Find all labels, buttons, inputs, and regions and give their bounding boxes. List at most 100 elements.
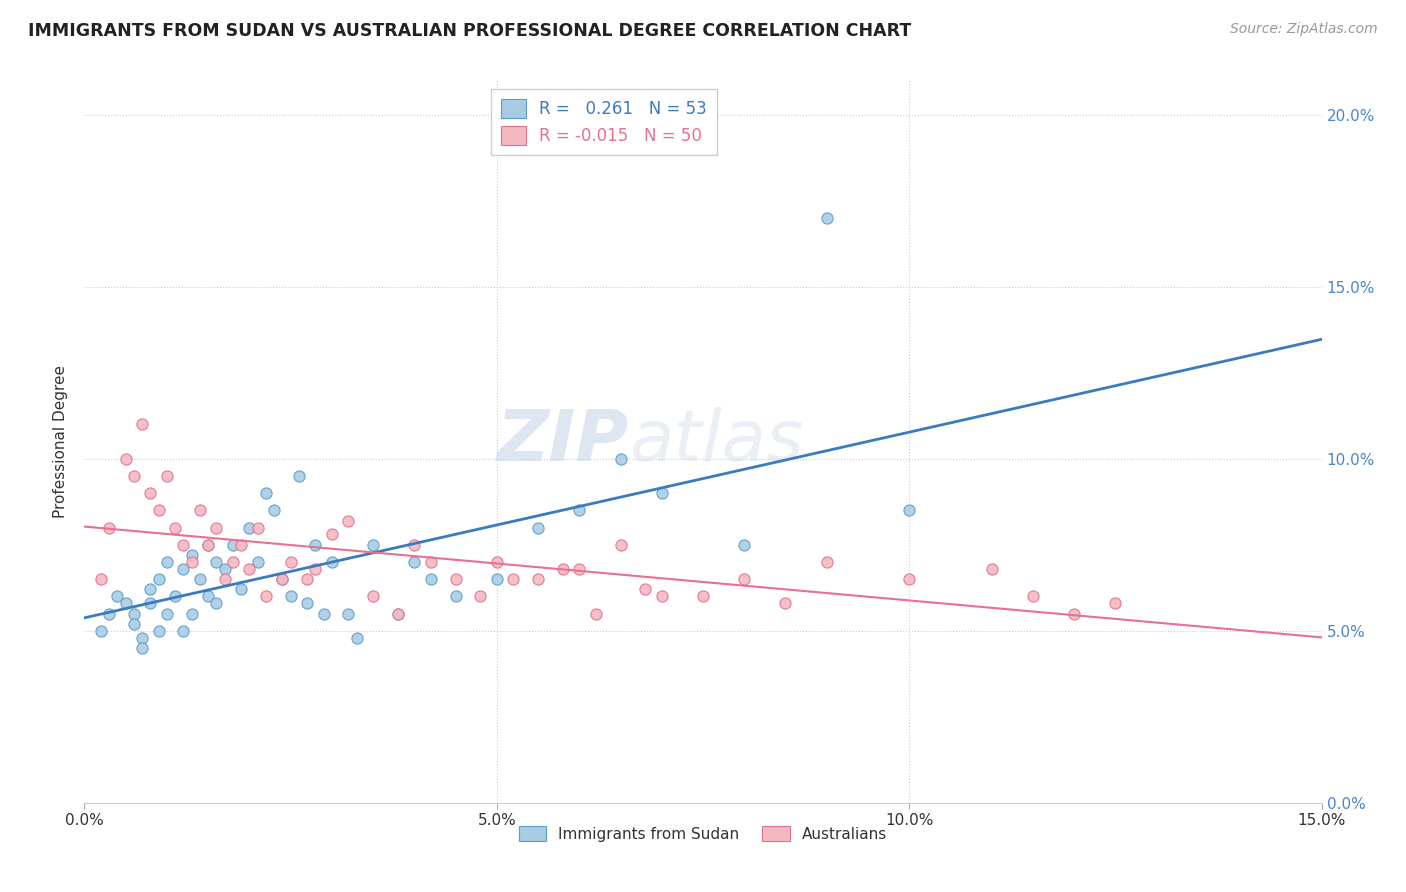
Point — [346, 631, 368, 645]
Point — [148, 503, 170, 517]
Point — [172, 562, 194, 576]
Point — [98, 607, 121, 621]
Point — [222, 555, 245, 569]
Point — [271, 572, 294, 586]
Point — [527, 572, 550, 586]
Point — [139, 596, 162, 610]
Point — [387, 607, 409, 621]
Point — [404, 538, 426, 552]
Point — [815, 211, 838, 225]
Point — [271, 572, 294, 586]
Point — [148, 624, 170, 638]
Point — [337, 607, 360, 621]
Point — [246, 520, 269, 534]
Point — [304, 562, 326, 576]
Point — [98, 520, 121, 534]
Point — [1063, 607, 1085, 621]
Point — [419, 555, 441, 569]
Point — [444, 572, 467, 586]
Point — [172, 538, 194, 552]
Point — [172, 624, 194, 638]
Point — [188, 503, 211, 517]
Point — [238, 562, 260, 576]
Point — [131, 640, 153, 655]
Point — [568, 562, 591, 576]
Point — [609, 451, 631, 466]
Text: Source: ZipAtlas.com: Source: ZipAtlas.com — [1230, 22, 1378, 37]
Point — [114, 451, 136, 466]
Point — [404, 555, 426, 569]
Point — [898, 572, 921, 586]
Point — [568, 503, 591, 517]
Y-axis label: Professional Degree: Professional Degree — [53, 365, 69, 518]
Point — [1022, 590, 1045, 604]
Point — [180, 607, 202, 621]
Point — [651, 486, 673, 500]
Point — [197, 590, 219, 604]
Point — [139, 486, 162, 500]
Point — [188, 572, 211, 586]
Point — [214, 572, 236, 586]
Point — [337, 514, 360, 528]
Point — [1104, 596, 1126, 610]
Point — [105, 590, 128, 604]
Point — [980, 562, 1002, 576]
Point — [246, 555, 269, 569]
Point — [502, 572, 524, 586]
Point — [361, 590, 384, 604]
Point — [131, 417, 153, 432]
Point — [254, 590, 277, 604]
Point — [304, 538, 326, 552]
Point — [229, 538, 252, 552]
Point — [733, 538, 755, 552]
Point — [295, 572, 318, 586]
Point — [485, 555, 508, 569]
Point — [280, 590, 302, 604]
Point — [527, 520, 550, 534]
Point — [470, 590, 492, 604]
Point — [295, 596, 318, 610]
Point — [165, 590, 187, 604]
Text: atlas: atlas — [628, 407, 803, 476]
Point — [387, 607, 409, 621]
Legend: Immigrants from Sudan, Australians: Immigrants from Sudan, Australians — [510, 818, 896, 849]
Point — [238, 520, 260, 534]
Point — [551, 562, 574, 576]
Point — [444, 590, 467, 604]
Point — [205, 596, 228, 610]
Point — [419, 572, 441, 586]
Point — [288, 469, 311, 483]
Point — [122, 469, 145, 483]
Point — [651, 590, 673, 604]
Point — [775, 596, 797, 610]
Point — [148, 572, 170, 586]
Point — [114, 596, 136, 610]
Point — [733, 572, 755, 586]
Point — [180, 548, 202, 562]
Point — [165, 520, 187, 534]
Point — [898, 503, 921, 517]
Point — [197, 538, 219, 552]
Point — [205, 520, 228, 534]
Text: IMMIGRANTS FROM SUDAN VS AUSTRALIAN PROFESSIONAL DEGREE CORRELATION CHART: IMMIGRANTS FROM SUDAN VS AUSTRALIAN PROF… — [28, 22, 911, 40]
Point — [180, 555, 202, 569]
Point — [122, 616, 145, 631]
Point — [815, 555, 838, 569]
Point — [263, 503, 285, 517]
Point — [609, 538, 631, 552]
Point — [585, 607, 607, 621]
Point — [692, 590, 714, 604]
Point — [321, 527, 343, 541]
Point — [205, 555, 228, 569]
Point — [634, 582, 657, 597]
Point — [229, 582, 252, 597]
Point — [312, 607, 335, 621]
Text: ZIP: ZIP — [496, 407, 628, 476]
Point — [139, 582, 162, 597]
Point — [485, 572, 508, 586]
Point — [280, 555, 302, 569]
Point — [361, 538, 384, 552]
Point — [156, 607, 179, 621]
Point — [90, 572, 112, 586]
Point — [214, 562, 236, 576]
